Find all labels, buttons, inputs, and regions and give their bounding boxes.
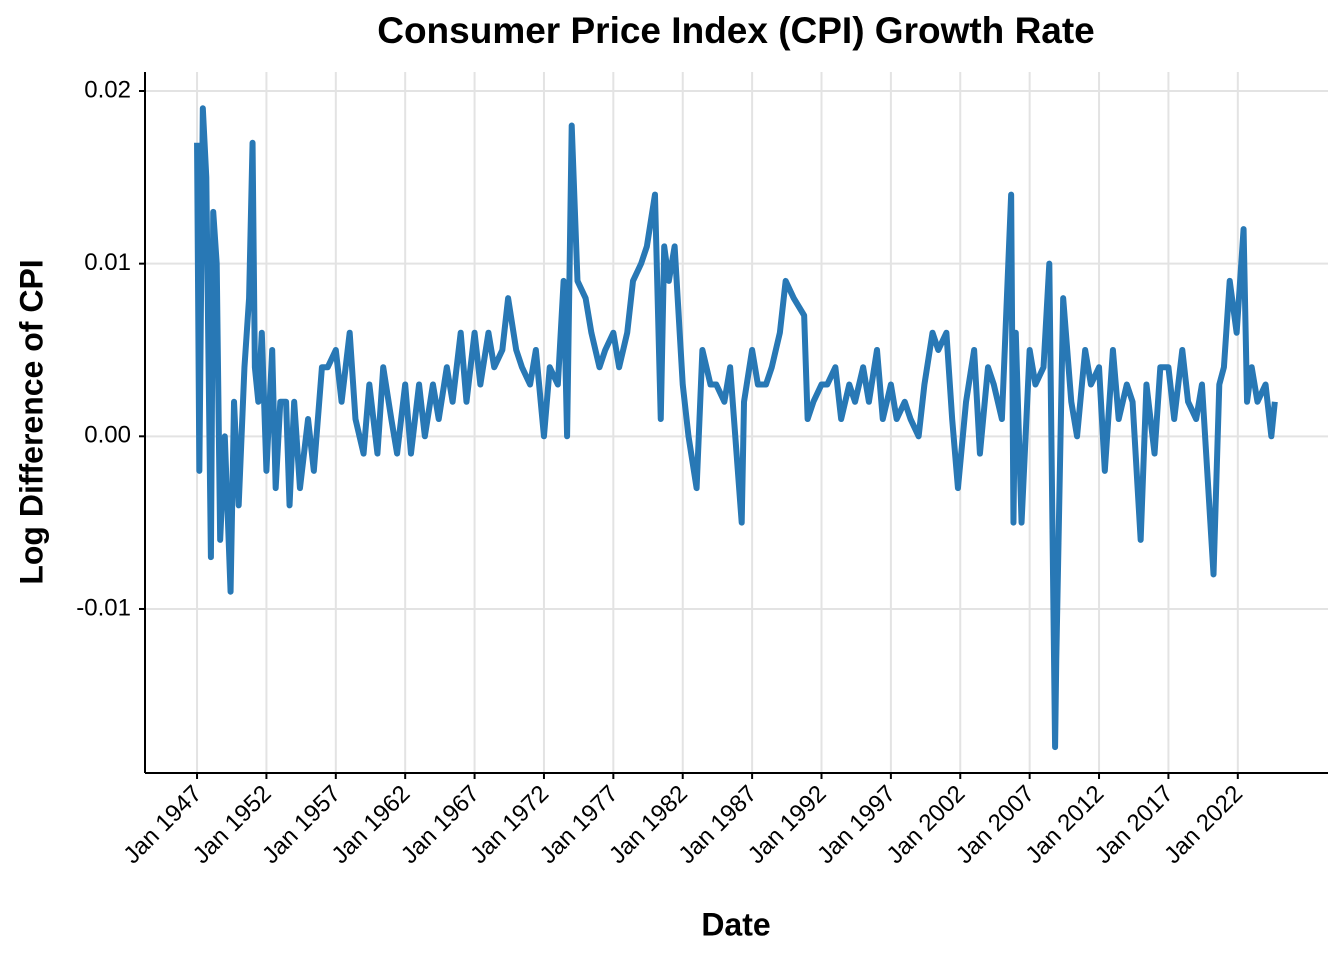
grid (139, 72, 1328, 779)
line-series (194, 105, 1278, 751)
chart-title: Consumer Price Index (CPI) Growth Rate (377, 10, 1095, 51)
y-tick-label: 0.01 (84, 249, 131, 276)
y-tick-label: 0.00 (84, 422, 131, 449)
y-axis-label: Log Difference of CPI (13, 259, 49, 584)
y-tick-label: -0.01 (76, 594, 131, 621)
plot (194, 105, 1278, 751)
y-tick-label: 0.02 (84, 76, 131, 103)
x-axis-label: Date (701, 906, 770, 942)
